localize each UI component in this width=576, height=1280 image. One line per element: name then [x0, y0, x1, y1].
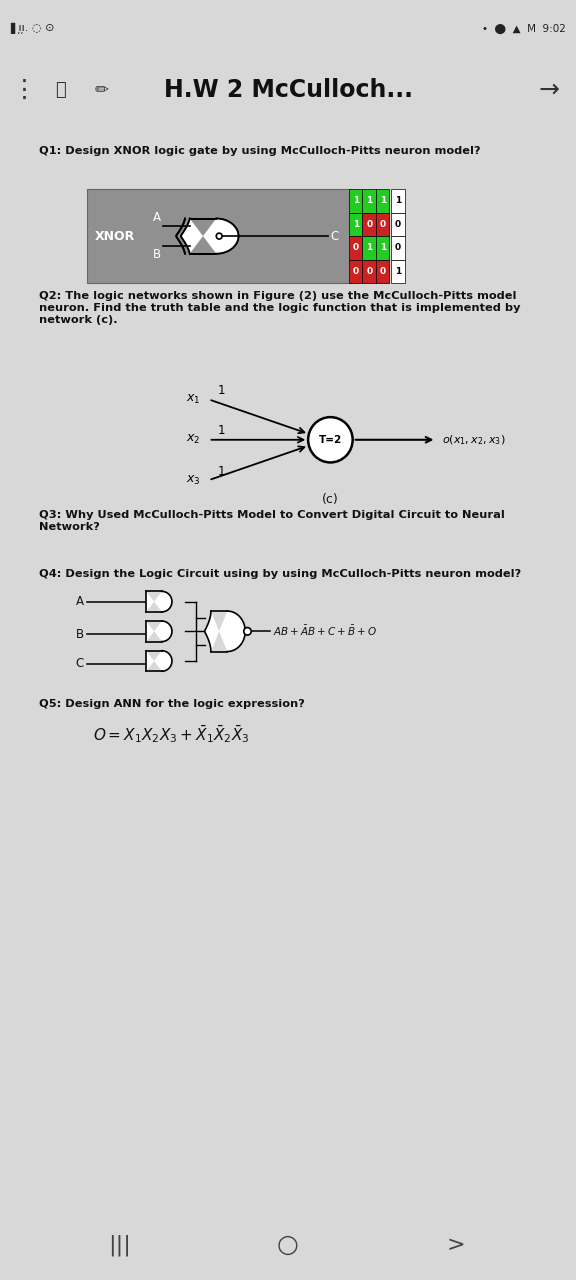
FancyBboxPatch shape [86, 189, 351, 283]
Text: Q3: Why Used McCulloch-Pitts Model to Convert Digital Circuit to Neural
Network?: Q3: Why Used McCulloch-Pitts Model to Co… [39, 509, 505, 531]
Text: 1: 1 [218, 465, 226, 477]
Text: B: B [76, 627, 84, 640]
Text: $o(x_1, x_2, x_3)$: $o(x_1, x_2, x_3)$ [442, 433, 505, 447]
Text: ○: ○ [277, 1233, 299, 1257]
Text: 1: 1 [366, 243, 372, 252]
Bar [362, 189, 376, 212]
Text: Q5: Design ANN for the logic expression?: Q5: Design ANN for the logic expression? [39, 699, 305, 709]
Text: C: C [331, 229, 339, 243]
Circle shape [308, 417, 353, 462]
Bar [362, 212, 376, 236]
Text: >: > [446, 1235, 465, 1254]
Text: $x_2$: $x_2$ [186, 433, 200, 447]
Bar [349, 260, 362, 283]
Bar [362, 236, 376, 260]
Text: 0: 0 [380, 268, 386, 276]
Text: 0: 0 [395, 220, 401, 229]
Text: 1: 1 [380, 196, 386, 205]
Text: 1: 1 [353, 196, 359, 205]
Text: ⧉: ⧉ [55, 81, 66, 99]
Text: 0: 0 [353, 268, 359, 276]
Text: 0: 0 [380, 220, 386, 229]
Polygon shape [146, 591, 172, 612]
Text: A: A [76, 595, 84, 608]
Text: Q2: The logic networks shown in Figure (2) use the McCulloch-Pitts model
neuron.: Q2: The logic networks shown in Figure (… [39, 292, 521, 325]
Text: 1: 1 [395, 268, 401, 276]
Text: T=2: T=2 [319, 435, 342, 444]
Circle shape [244, 627, 251, 635]
Text: Q4: Design the Logic Circuit using by using McCulloch-Pitts neuron model?: Q4: Design the Logic Circuit using by us… [39, 570, 521, 580]
Bar [376, 212, 389, 236]
Text: C: C [75, 657, 84, 671]
Text: 0: 0 [366, 268, 372, 276]
Text: 0: 0 [366, 220, 372, 229]
Bar [362, 260, 376, 283]
Text: |||: ||| [108, 1234, 131, 1256]
Text: 0: 0 [353, 243, 359, 252]
Bar [349, 212, 362, 236]
Text: 1: 1 [353, 220, 359, 229]
Bar [391, 212, 404, 236]
Text: $x_1$: $x_1$ [186, 393, 200, 406]
Text: 1: 1 [218, 424, 226, 436]
Polygon shape [146, 621, 172, 641]
Text: •  ⬤  ▲  M  9:02: • ⬤ ▲ M 9:02 [482, 24, 566, 33]
Text: A: A [153, 211, 161, 224]
Text: 1: 1 [395, 196, 401, 205]
Text: 1: 1 [366, 196, 372, 205]
Text: →: → [539, 78, 560, 101]
Bar [376, 260, 389, 283]
Text: 1: 1 [218, 384, 226, 397]
Text: (c): (c) [322, 493, 339, 506]
Polygon shape [205, 611, 245, 652]
Text: ✏: ✏ [95, 81, 109, 99]
Text: B: B [153, 248, 161, 261]
Bar [391, 189, 404, 212]
Text: ▌ı̦ı̦. ◌ ⊙: ▌ı̦ı̦. ◌ ⊙ [10, 23, 55, 35]
Bar [376, 236, 389, 260]
Bar [391, 236, 404, 260]
Text: 0: 0 [395, 243, 401, 252]
Text: H.W 2 McCulloch...: H.W 2 McCulloch... [164, 78, 412, 101]
Text: 1: 1 [380, 243, 386, 252]
Text: $x_3$: $x_3$ [186, 474, 200, 486]
Circle shape [216, 233, 222, 239]
Bar [376, 189, 389, 212]
Text: XNOR: XNOR [94, 229, 135, 243]
Text: ⋮: ⋮ [12, 78, 37, 101]
Text: $AB + \bar{A}B + C + \bar{B} + O$: $AB + \bar{A}B + C + \bar{B} + O$ [273, 625, 377, 639]
Polygon shape [181, 219, 238, 253]
Bar [349, 189, 362, 212]
Polygon shape [146, 650, 172, 671]
Text: $O = X_1 X_2X_3 + \bar{X}_1\bar{X}_2\bar{X}_3$: $O = X_1 X_2X_3 + \bar{X}_1\bar{X}_2\bar… [93, 723, 250, 745]
Bar [391, 260, 404, 283]
Text: Q1: Design XNOR logic gate by using McCulloch-Pitts neuron model?: Q1: Design XNOR logic gate by using McCu… [39, 146, 480, 156]
Bar [349, 236, 362, 260]
